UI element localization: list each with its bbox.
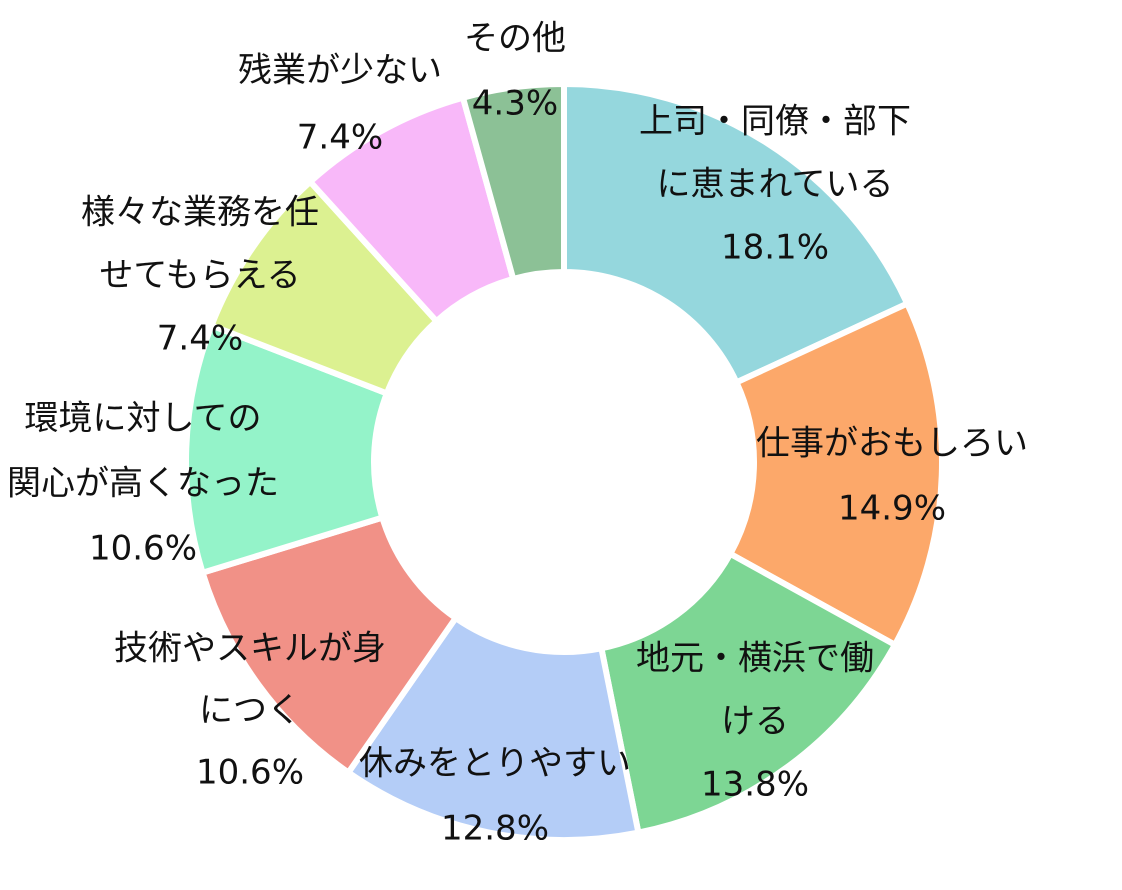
slice-8-value-label: 7.4%: [297, 118, 383, 158]
slice-7-value-label: 7.4%: [157, 319, 243, 359]
slice-8-category-label-line-1: 残業が少ない: [238, 51, 442, 91]
slice-5-value-label: 10.6%: [196, 753, 304, 793]
slice-2-value-label: 14.9%: [838, 489, 946, 529]
slice-3-category-label-line-2: ける: [721, 702, 789, 742]
slice-3-value-label: 13.8%: [701, 765, 809, 805]
slice-1-category-label-line-2: に恵まれている: [657, 165, 894, 205]
slice-4-category-label-line-1: 休みをとりやすい: [359, 744, 631, 784]
donut-slice-1: [561, 80, 912, 387]
slice-3-category-label-line-1: 地元・横浜で働: [636, 639, 874, 679]
donut-slice-9: [459, 80, 567, 283]
slice-5-category-label-line-2: につく: [199, 691, 301, 731]
slice-7-category-label-line-2: せてもらえる: [99, 256, 300, 296]
slice-2-category-label-line-1: 仕事がおもしろい: [756, 424, 1028, 464]
slice-6-category-label-line-2: 関心が高くなった: [7, 464, 279, 504]
slice-9-category-label-line-1: その他: [464, 19, 566, 59]
slice-1-category-label-line-1: 上司・同僚・部下: [639, 102, 911, 142]
slice-7-category-label-line-1: 様々な業務を任: [81, 193, 319, 233]
donut-slice-4: [344, 613, 642, 843]
slices-layer: [183, 80, 945, 843]
slice-9-value-label: 4.3%: [472, 84, 558, 124]
slice-6-category-label-line-1: 環境に対しての: [25, 399, 262, 439]
slice-5-category-label-line-1: 技術やスキルが身: [114, 629, 386, 669]
slice-6-value-label: 10.6%: [89, 529, 197, 569]
donut-slice-3: [597, 549, 899, 837]
slice-4-value-label: 12.8%: [441, 809, 549, 849]
donut-slice-2: [726, 299, 945, 649]
slice-1-value-label: 18.1%: [721, 228, 829, 268]
